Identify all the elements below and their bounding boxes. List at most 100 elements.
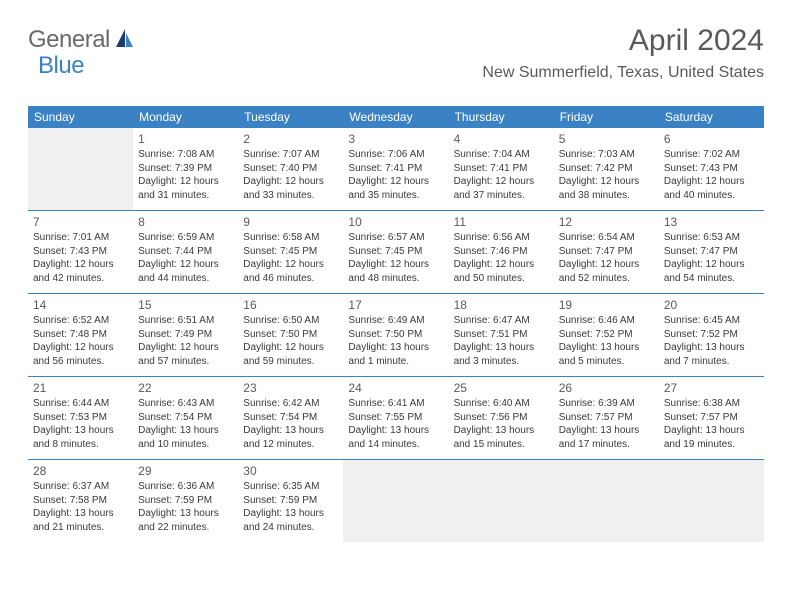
daylight-text-1: Daylight: 12 hours [138,258,233,272]
daylight-text-2: and 57 minutes. [138,355,233,369]
calendar-day: 23Sunrise: 6:42 AMSunset: 7:54 PMDayligh… [238,377,343,459]
calendar-day-empty [449,460,554,542]
daylight-text-2: and 35 minutes. [348,189,443,203]
sunset-text: Sunset: 7:47 PM [559,245,654,259]
sunset-text: Sunset: 7:52 PM [664,328,759,342]
daylight-text-1: Daylight: 13 hours [664,424,759,438]
calendar-day: 5Sunrise: 7:03 AMSunset: 7:42 PMDaylight… [554,128,659,210]
day-number: 20 [664,297,759,313]
sunrise-text: Sunrise: 6:52 AM [33,314,128,328]
daylight-text-1: Daylight: 12 hours [138,175,233,189]
sunset-text: Sunset: 7:59 PM [138,494,233,508]
calendar-day: 8Sunrise: 6:59 AMSunset: 7:44 PMDaylight… [133,211,238,293]
sunrise-text: Sunrise: 6:44 AM [33,397,128,411]
day-number: 12 [559,214,654,230]
sunrise-text: Sunrise: 6:51 AM [138,314,233,328]
day-number: 14 [33,297,128,313]
calendar-week: 21Sunrise: 6:44 AMSunset: 7:53 PMDayligh… [28,377,764,460]
daylight-text-1: Daylight: 12 hours [664,258,759,272]
daylight-text-2: and 48 minutes. [348,272,443,286]
calendar-day: 21Sunrise: 6:44 AMSunset: 7:53 PMDayligh… [28,377,133,459]
day-number: 3 [348,131,443,147]
calendar-day: 25Sunrise: 6:40 AMSunset: 7:56 PMDayligh… [449,377,554,459]
sunrise-text: Sunrise: 7:04 AM [454,148,549,162]
daylight-text-2: and 15 minutes. [454,438,549,452]
daylight-text-1: Daylight: 13 hours [664,341,759,355]
calendar-day-empty [659,460,764,542]
sunset-text: Sunset: 7:55 PM [348,411,443,425]
day-number: 23 [243,380,338,396]
daylight-text-1: Daylight: 13 hours [454,341,549,355]
day-number: 5 [559,131,654,147]
calendar-day: 1Sunrise: 7:08 AMSunset: 7:39 PMDaylight… [133,128,238,210]
sunrise-text: Sunrise: 7:06 AM [348,148,443,162]
daylight-text-1: Daylight: 12 hours [138,341,233,355]
page-header: April 2024 New Summerfield, Texas, Unite… [482,24,764,82]
sunrise-text: Sunrise: 6:57 AM [348,231,443,245]
daylight-text-1: Daylight: 12 hours [454,175,549,189]
daylight-text-1: Daylight: 12 hours [348,258,443,272]
daylight-text-1: Daylight: 13 hours [348,341,443,355]
sunset-text: Sunset: 7:45 PM [348,245,443,259]
day-header: Saturday [659,106,764,128]
calendar-day: 27Sunrise: 6:38 AMSunset: 7:57 PMDayligh… [659,377,764,459]
calendar-week: 14Sunrise: 6:52 AMSunset: 7:48 PMDayligh… [28,294,764,377]
logo-sail-icon [114,27,134,54]
day-number: 2 [243,131,338,147]
sunset-text: Sunset: 7:50 PM [348,328,443,342]
calendar-day-empty [343,460,448,542]
calendar-day: 30Sunrise: 6:35 AMSunset: 7:59 PMDayligh… [238,460,343,542]
calendar-day: 19Sunrise: 6:46 AMSunset: 7:52 PMDayligh… [554,294,659,376]
daylight-text-2: and 33 minutes. [243,189,338,203]
sunrise-text: Sunrise: 6:40 AM [454,397,549,411]
calendar-day: 16Sunrise: 6:50 AMSunset: 7:50 PMDayligh… [238,294,343,376]
day-number: 10 [348,214,443,230]
location-text: New Summerfield, Texas, United States [482,64,764,82]
day-number: 17 [348,297,443,313]
daylight-text-2: and 22 minutes. [138,521,233,535]
calendar-day: 14Sunrise: 6:52 AMSunset: 7:48 PMDayligh… [28,294,133,376]
sunrise-text: Sunrise: 6:42 AM [243,397,338,411]
daylight-text-1: Daylight: 13 hours [33,507,128,521]
day-number: 13 [664,214,759,230]
page-title: April 2024 [482,24,764,58]
sunrise-text: Sunrise: 7:07 AM [243,148,338,162]
daylight-text-2: and 44 minutes. [138,272,233,286]
sunrise-text: Sunrise: 6:58 AM [243,231,338,245]
daylight-text-1: Daylight: 13 hours [243,424,338,438]
calendar-day: 6Sunrise: 7:02 AMSunset: 7:43 PMDaylight… [659,128,764,210]
sunset-text: Sunset: 7:56 PM [454,411,549,425]
daylight-text-2: and 21 minutes. [33,521,128,535]
day-number: 19 [559,297,654,313]
sunset-text: Sunset: 7:39 PM [138,162,233,176]
day-header: Thursday [449,106,554,128]
sunrise-text: Sunrise: 7:08 AM [138,148,233,162]
daylight-text-2: and 37 minutes. [454,189,549,203]
daylight-text-2: and 38 minutes. [559,189,654,203]
day-number: 1 [138,131,233,147]
calendar-grid: SundayMondayTuesdayWednesdayThursdayFrid… [28,106,764,542]
calendar-day: 10Sunrise: 6:57 AMSunset: 7:45 PMDayligh… [343,211,448,293]
daylight-text-1: Daylight: 12 hours [243,175,338,189]
daylight-text-2: and 8 minutes. [33,438,128,452]
day-number: 25 [454,380,549,396]
daylight-text-2: and 42 minutes. [33,272,128,286]
sunset-text: Sunset: 7:40 PM [243,162,338,176]
daylight-text-1: Daylight: 12 hours [33,258,128,272]
daylight-text-2: and 46 minutes. [243,272,338,286]
sunrise-text: Sunrise: 6:38 AM [664,397,759,411]
calendar-day: 11Sunrise: 6:56 AMSunset: 7:46 PMDayligh… [449,211,554,293]
daylight-text-1: Daylight: 12 hours [33,341,128,355]
daylight-text-2: and 56 minutes. [33,355,128,369]
day-header: Monday [133,106,238,128]
daylight-text-1: Daylight: 13 hours [348,424,443,438]
calendar-day: 28Sunrise: 6:37 AMSunset: 7:58 PMDayligh… [28,460,133,542]
sunset-text: Sunset: 7:50 PM [243,328,338,342]
daylight-text-1: Daylight: 13 hours [559,424,654,438]
daylight-text-1: Daylight: 13 hours [138,424,233,438]
daylight-text-1: Daylight: 12 hours [348,175,443,189]
sunset-text: Sunset: 7:45 PM [243,245,338,259]
daylight-text-1: Daylight: 12 hours [454,258,549,272]
day-number: 24 [348,380,443,396]
sunset-text: Sunset: 7:54 PM [138,411,233,425]
